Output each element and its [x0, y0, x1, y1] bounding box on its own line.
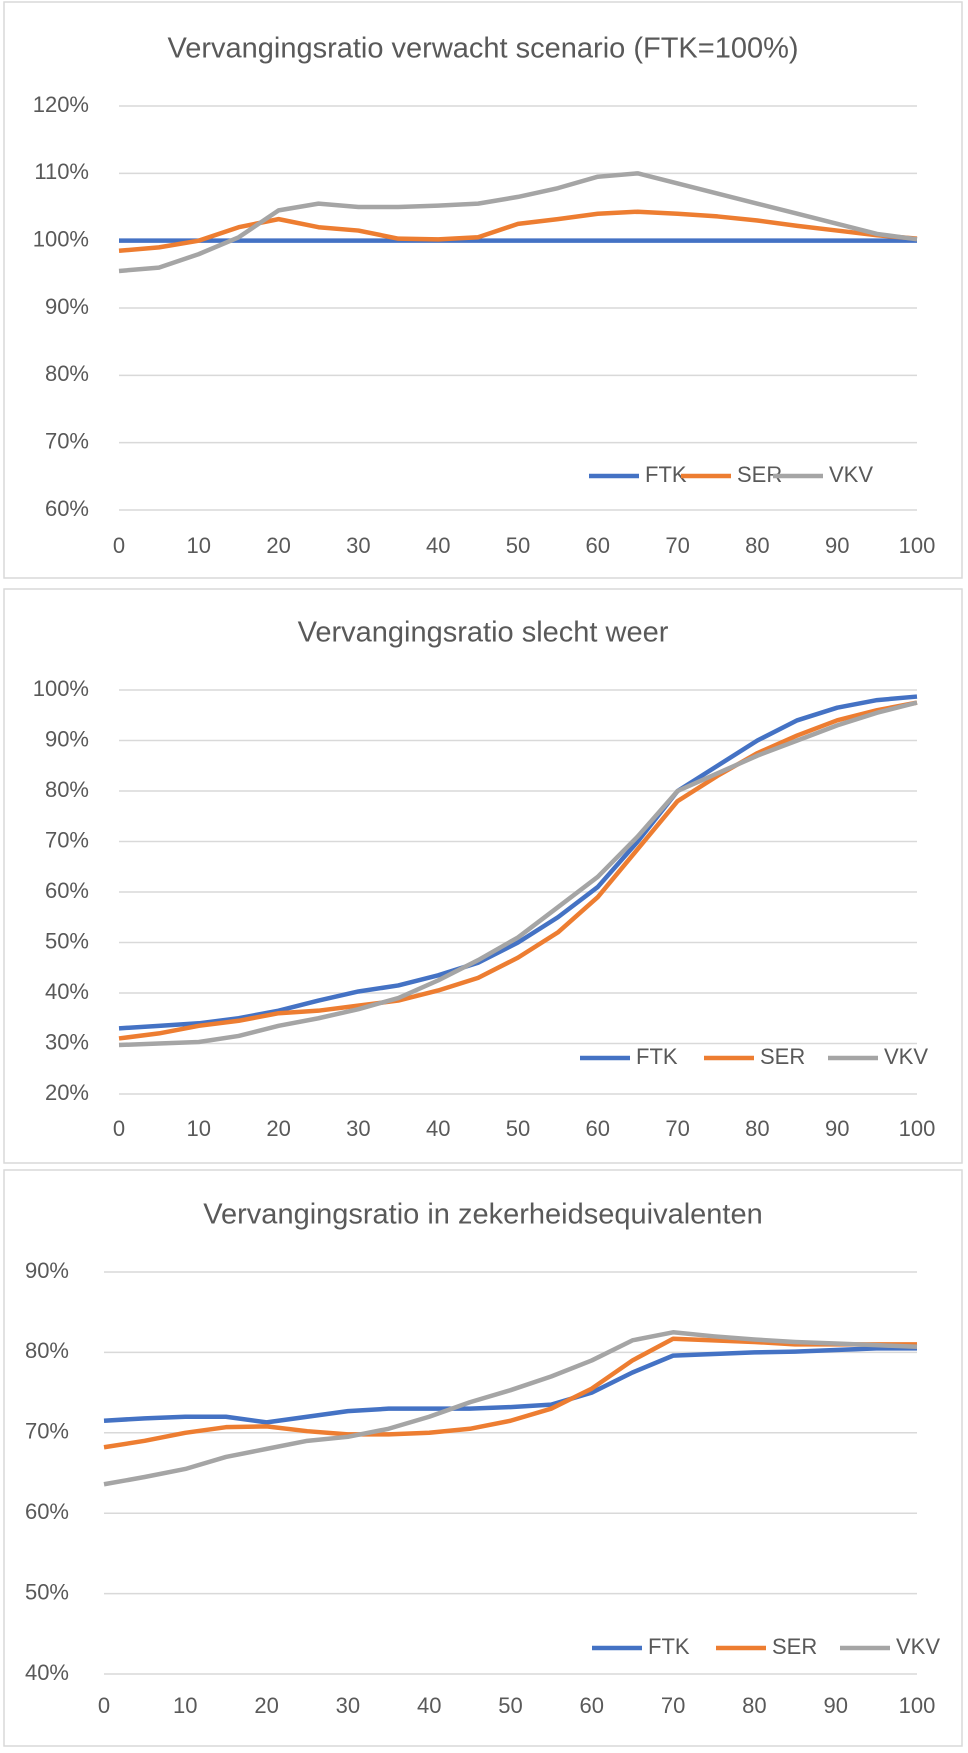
y-tick-label: 50% [45, 928, 89, 953]
y-tick-label: 60% [45, 878, 89, 903]
x-tick-label: 20 [254, 1693, 278, 1718]
y-tick-label: 100% [33, 226, 89, 251]
x-tick-label: 80 [745, 533, 769, 558]
x-tick-label: 30 [346, 533, 370, 558]
legend-label: SER [760, 1044, 805, 1069]
y-tick-label: 80% [25, 1338, 69, 1363]
legend-label: VKV [896, 1634, 940, 1659]
legend-label: SER [772, 1634, 817, 1659]
series-line [118, 209, 918, 254]
x-tick-label: 50 [506, 1116, 530, 1141]
legend-label: VKV [884, 1044, 928, 1069]
y-tick-label: 40% [45, 979, 89, 1004]
y-tick-label: 70% [45, 428, 89, 453]
x-tick-label: 50 [506, 533, 530, 558]
y-tick-label: 50% [25, 1579, 69, 1604]
y-tick-label: 90% [45, 294, 89, 319]
chart-frame [3, 1169, 963, 1747]
x-tick-label: 70 [661, 1693, 685, 1718]
x-tick-label: 10 [187, 533, 211, 558]
y-tick-label: 80% [45, 361, 89, 386]
x-tick-label: 40 [426, 1116, 450, 1141]
x-tick-label: 70 [665, 533, 689, 558]
x-tick-label: 0 [98, 1693, 110, 1718]
series-line [103, 1346, 917, 1425]
x-tick-label: 60 [586, 533, 610, 558]
x-tick-label: 100 [899, 1693, 936, 1718]
y-tick-label: 70% [25, 1419, 69, 1444]
series-line [118, 700, 918, 1048]
series-line [118, 694, 918, 1031]
chart-frame [3, 1, 963, 579]
y-tick-label: 30% [45, 1029, 89, 1054]
y-tick-label: 90% [25, 1258, 69, 1283]
x-tick-label: 60 [580, 1693, 604, 1718]
x-tick-label: 80 [745, 1116, 769, 1141]
y-tick-label: 20% [45, 1080, 89, 1105]
x-tick-label: 40 [417, 1693, 441, 1718]
x-tick-label: 0 [113, 533, 125, 558]
x-tick-label: 20 [266, 1116, 290, 1141]
y-tick-label: 100% [33, 676, 89, 701]
chart-title: Vervangingsratio verwacht scenario (FTK=… [167, 33, 798, 65]
x-tick-label: 30 [336, 1693, 360, 1718]
series-line [118, 700, 918, 1041]
y-tick-label: 110% [34, 159, 89, 184]
chart-frame [3, 588, 963, 1164]
x-tick-label: 10 [173, 1693, 197, 1718]
x-tick-label: 10 [187, 1116, 211, 1141]
x-tick-label: 90 [825, 1116, 849, 1141]
chart-title: Vervangingsratio in zekerheidsequivalent… [203, 1199, 762, 1231]
series-line [103, 1336, 917, 1450]
y-tick-label: 80% [45, 777, 89, 802]
y-tick-label: 90% [45, 726, 89, 751]
x-tick-label: 90 [825, 533, 849, 558]
x-tick-label: 20 [266, 533, 290, 558]
x-tick-label: 30 [346, 1116, 370, 1141]
legend-label: FTK [648, 1634, 690, 1659]
chart-title: Vervangingsratio slecht weer [298, 617, 669, 649]
x-tick-label: 60 [586, 1116, 610, 1141]
y-tick-label: 60% [45, 496, 89, 521]
legend-label: FTK [645, 462, 687, 487]
y-tick-label: 70% [45, 827, 89, 852]
series-line [118, 171, 918, 274]
x-tick-label: 100 [899, 1116, 936, 1141]
legend-label: FTK [636, 1044, 678, 1069]
x-tick-label: 80 [742, 1693, 766, 1718]
x-tick-label: 40 [426, 533, 450, 558]
legend-label: VKV [829, 462, 873, 487]
x-tick-label: 0 [113, 1116, 125, 1141]
x-tick-label: 50 [498, 1693, 522, 1718]
y-tick-label: 60% [25, 1499, 69, 1524]
x-tick-label: 70 [665, 1116, 689, 1141]
y-tick-label: 40% [25, 1660, 69, 1685]
x-tick-label: 100 [899, 533, 936, 558]
series-line [103, 1330, 918, 1487]
y-tick-label: 120% [33, 92, 89, 117]
x-tick-label: 90 [823, 1693, 847, 1718]
